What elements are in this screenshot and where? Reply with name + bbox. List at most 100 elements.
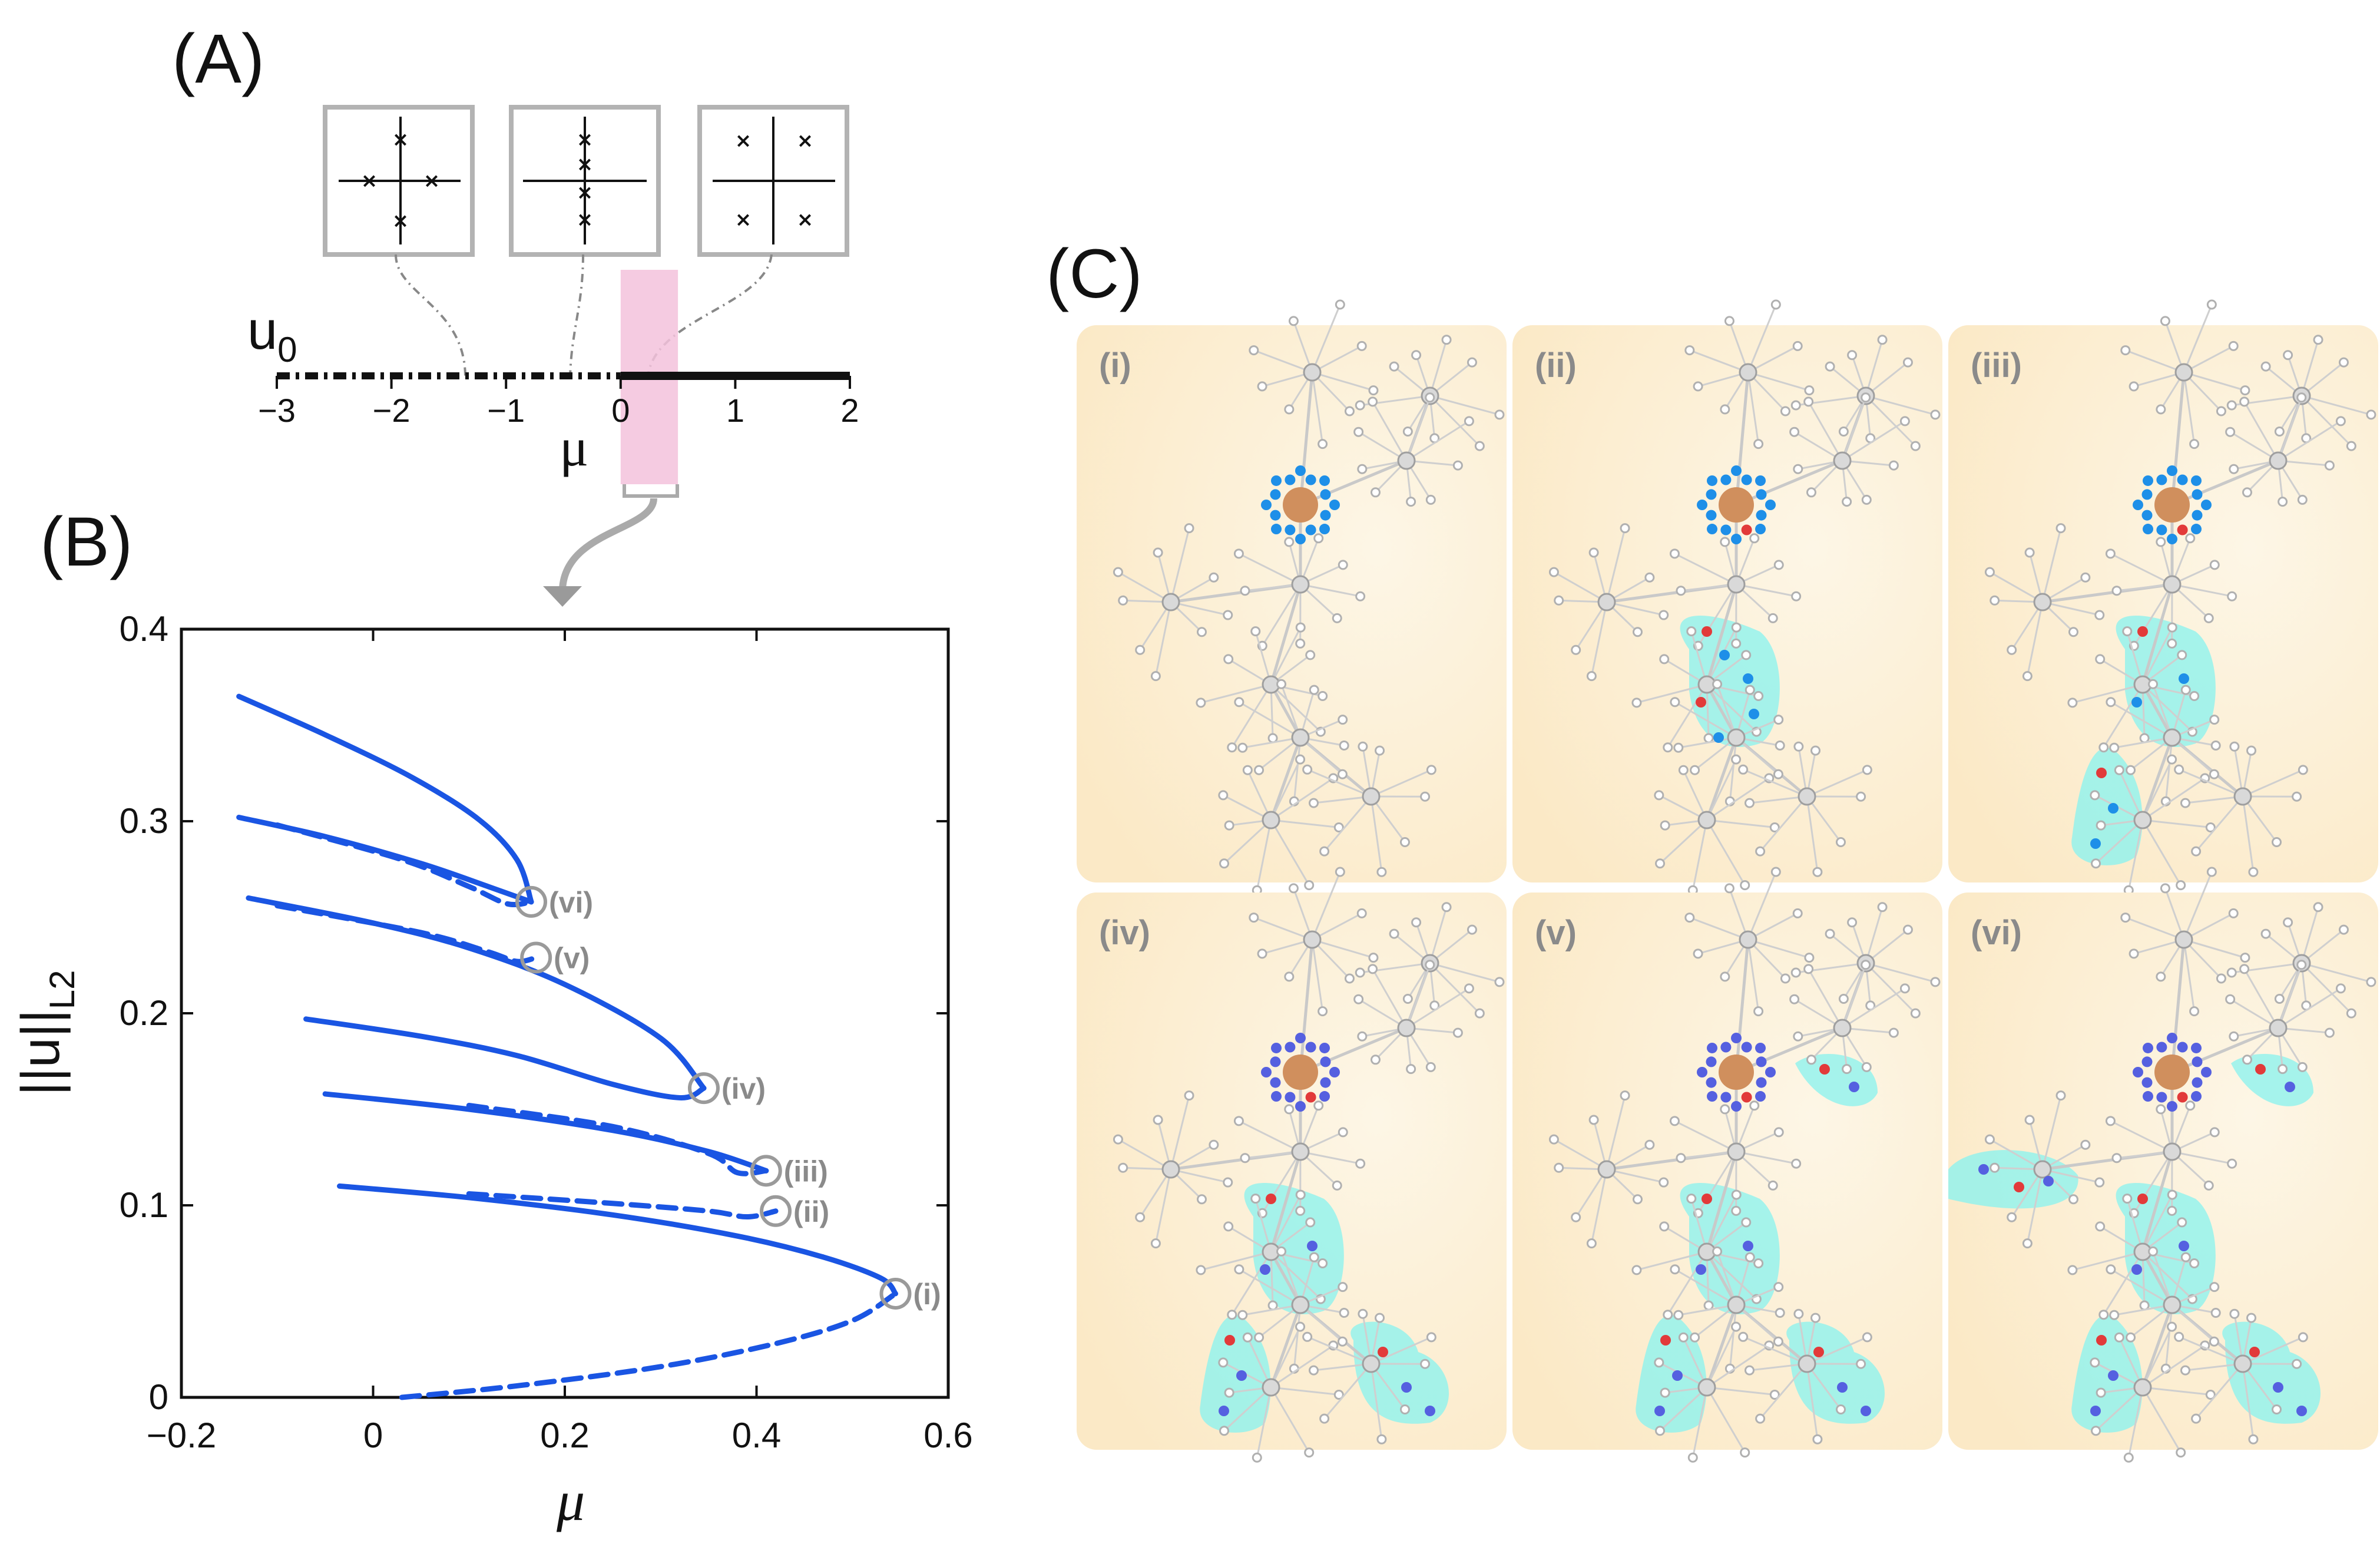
leaf-node (2239, 396, 2250, 407)
leaf-node (2022, 1238, 2033, 1249)
leaf-node (2209, 560, 2220, 570)
active-ring-node (1295, 1101, 1306, 1112)
leaf-node (2216, 973, 2226, 984)
leaf-node (1452, 460, 1463, 471)
leaf-node (1731, 1205, 1742, 1216)
active-node (1819, 1064, 1830, 1075)
panel-c-label: (C) (1046, 235, 1143, 313)
leaf-link (1706, 1326, 1737, 1388)
network-link (1705, 683, 1738, 739)
active-node (1743, 673, 1753, 684)
leaf-link (1667, 1251, 1708, 1315)
network-snapshot-1: (i) (1077, 299, 1507, 895)
hub-node (1161, 593, 1180, 611)
leaf-node (2346, 1008, 2356, 1019)
leaf-link (1429, 339, 1448, 396)
leaf-node (1669, 1116, 1680, 1126)
active-node (2108, 1370, 2119, 1381)
leaf-node (1308, 1365, 1319, 1376)
leaf-node (1318, 1258, 1328, 1268)
leaf-link (1743, 768, 1808, 798)
leaf-node (2129, 381, 2139, 392)
leaf-link (1370, 796, 1383, 872)
leaf-link (1280, 1251, 1302, 1305)
leaf-node (1135, 644, 1146, 655)
branch-solid-10 (236, 693, 534, 905)
leaf-node (1554, 595, 1564, 606)
leaf-node (1494, 977, 1505, 987)
tick-label: −2 (373, 392, 411, 429)
hub-node (1362, 1354, 1381, 1373)
leaf-link (1806, 769, 1868, 798)
leaf-link (2183, 939, 2196, 1012)
leaf-node (1835, 1404, 1846, 1414)
leaf-link (1706, 819, 1775, 829)
leaf-node (1250, 626, 1261, 637)
leaf-node (1332, 613, 1342, 623)
leaf-node (2228, 341, 2239, 351)
leaf-link (2301, 962, 2372, 983)
leaf-link (1706, 759, 1737, 821)
leaf-node (1812, 1434, 1823, 1444)
active-ring-node (1756, 1077, 1767, 1088)
leaf-node (1793, 1031, 1803, 1042)
leaf-link (1270, 759, 1301, 821)
leaf-link (2277, 964, 2303, 1029)
leaf-node (1284, 1104, 1295, 1115)
hub-node (2163, 575, 2182, 594)
leaf-node (2246, 745, 2257, 756)
leaf-node (1319, 846, 1330, 857)
leaf-node (2122, 626, 2133, 637)
leaf-link (1706, 819, 1746, 886)
leaf-node (2120, 913, 2131, 923)
leaf-node (1295, 1189, 1306, 1200)
leaf-node (1338, 1282, 1348, 1293)
leaf-link (2041, 528, 2062, 603)
hub-node (1397, 1019, 1416, 1037)
leaf-node (1838, 427, 1849, 437)
leaf-node (2248, 1434, 2259, 1444)
leaf-link (1606, 528, 1626, 603)
leaf-node (1548, 567, 1559, 577)
leaf-node (1357, 464, 1368, 474)
tick-label: 2 (840, 392, 859, 429)
leaf-node (1425, 392, 1435, 403)
leaf-node (1632, 1194, 1643, 1205)
leaf-link (1706, 1344, 1770, 1389)
leaf-link (1793, 998, 1843, 1029)
leaf-link (1989, 571, 2043, 603)
hub-node (1597, 1160, 1616, 1179)
leaf-node (1305, 650, 1316, 660)
active-ring-node (1741, 474, 1752, 485)
network-link (1734, 372, 1750, 505)
leaf-node (1644, 1139, 1655, 1150)
plot-frame (180, 627, 950, 1399)
leaf-node (2209, 715, 2220, 725)
leaf-node (2283, 350, 2293, 361)
leaf-node (2167, 1205, 2177, 1216)
active-ring-node (1756, 489, 1767, 500)
leaf-link (1270, 1387, 1310, 1453)
leaf-node (1223, 1221, 1234, 1232)
leaf-node (1368, 385, 1379, 396)
leaf-node (1467, 924, 1477, 935)
leaf-link (1242, 1304, 1301, 1316)
leaf-node (2180, 685, 2191, 695)
active-ring-node (2192, 510, 2203, 521)
hub-node (1739, 930, 1757, 949)
leaf-node (1402, 994, 1413, 1004)
leaf-node (1804, 953, 1815, 963)
branch-dashed-2 (466, 1191, 779, 1220)
active-ring-node (2142, 1091, 2153, 1102)
leaf-node (2298, 1332, 2308, 1343)
active-ring-node (2167, 465, 2177, 476)
leaf-node (1663, 742, 1673, 753)
leaf-link (1370, 1363, 1383, 1440)
x-tick-label: 0 (363, 1416, 383, 1455)
leaf-node (1118, 595, 1128, 606)
leaf-link (2183, 938, 2246, 959)
leaf-node (1464, 416, 1474, 427)
leaf-node (1773, 715, 1784, 725)
leaf-link (1678, 736, 1737, 749)
leaf-node (2205, 822, 2216, 833)
